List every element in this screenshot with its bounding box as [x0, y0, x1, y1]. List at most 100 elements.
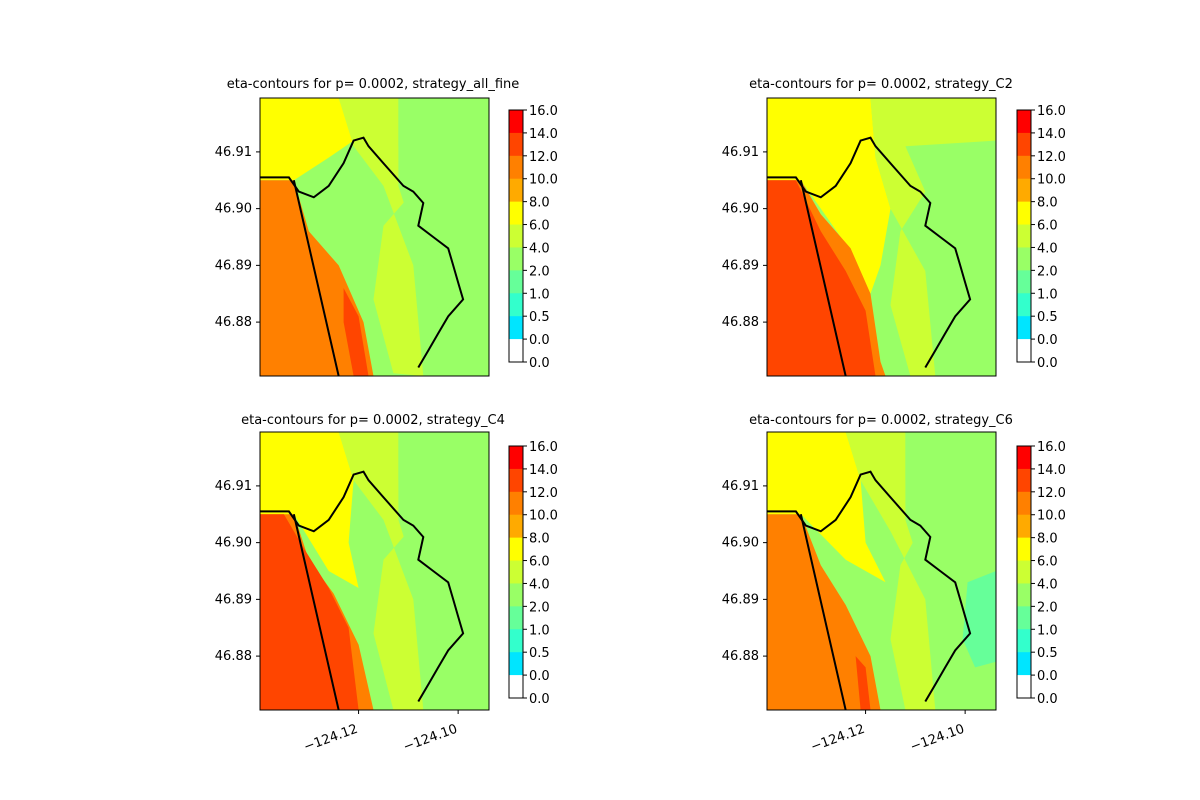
colorbar-swatch [509, 224, 523, 248]
y-tick-label: 46.91 [215, 479, 252, 494]
y-tick-label: 46.90 [215, 202, 252, 217]
y-tick-label: 46.90 [215, 536, 252, 551]
colorbar-label: 16.0 [529, 440, 558, 455]
colorbar-label: 10.0 [1037, 173, 1066, 188]
coastline [767, 136, 972, 369]
contour-region [343, 288, 369, 376]
panel-title: eta-contours for p= 0.0002, strategy_C6 [749, 413, 1013, 428]
contour-area [767, 432, 996, 710]
colorbar-label: 6.0 [1037, 219, 1058, 234]
colorbar-swatch [1017, 537, 1031, 562]
colorbar-label: 6.0 [529, 555, 550, 570]
colorbar-label: 0.5 [1037, 646, 1058, 661]
contour-region [930, 140, 996, 334]
colorbar-swatch [1017, 110, 1031, 134]
colorbar-label: 0.5 [529, 310, 550, 325]
colorbar-swatch [1017, 247, 1031, 271]
colorbar-label: 2.0 [529, 264, 550, 279]
colorbar-label: 4.0 [1037, 241, 1058, 256]
axes-frame [766, 431, 997, 711]
colorbar-swatch [509, 491, 523, 516]
colorbar-label: 4.0 [529, 241, 550, 256]
colorbar-label: 2.0 [529, 600, 550, 615]
y-tick-label: 46.91 [215, 145, 252, 160]
colorbar-label: 4.0 [1037, 577, 1058, 592]
colorbar-label: 0.0 [529, 669, 550, 684]
colorbar-swatch [1017, 446, 1031, 470]
colorbar-label: 0.0 [1037, 333, 1058, 348]
contour-area [260, 98, 489, 376]
colorbar-swatch [1017, 201, 1031, 226]
colorbar-swatch [509, 468, 523, 493]
y-tick-label: 46.89 [722, 592, 759, 607]
channel-line [799, 180, 847, 376]
coastline [260, 136, 465, 369]
colorbar-label: 10.0 [529, 173, 558, 188]
y-tick-label: 46.89 [722, 258, 759, 273]
colorbar-label: 0.5 [1037, 310, 1058, 325]
axes-frame [766, 97, 997, 377]
colorbar-swatch [1017, 629, 1031, 653]
colorbar-label: 1.0 [529, 623, 550, 638]
panel-c2: eta-contours for p= 0.0002, strategy_C2 … [722, 77, 1013, 377]
colorbar-swatch [1017, 316, 1031, 340]
colorbar-label: 0.0 [1037, 692, 1058, 707]
channel-line [292, 180, 340, 376]
colorbar-swatch [509, 514, 523, 539]
colorbar-label: 12.0 [1037, 150, 1066, 165]
colorbar-swatch [509, 178, 523, 203]
panel-title: eta-contours for p= 0.0002, strategy_all… [227, 77, 520, 92]
colorbar-swatch [509, 675, 523, 699]
y-tick-label: 46.89 [215, 258, 252, 273]
colorbar-label: 0.0 [529, 333, 550, 348]
colorbar-label: 6.0 [529, 219, 550, 234]
contour-region [767, 432, 886, 583]
y-tick-label: 46.88 [722, 649, 759, 664]
colorbar-frame [1016, 445, 1032, 699]
contour-area [260, 432, 489, 710]
panel-title: eta-contours for p= 0.0002, strategy_C2 [749, 77, 1013, 92]
colorbar-label: 2.0 [1037, 264, 1058, 279]
colorbar-swatch [1017, 132, 1031, 157]
colorbar-label: 14.0 [1037, 463, 1066, 478]
colorbar-swatch [1017, 583, 1031, 607]
colorbar-swatch [509, 132, 523, 157]
y-tick-label: 46.90 [722, 202, 759, 217]
channel-line [799, 514, 847, 710]
colorbar-label: 0.5 [529, 646, 550, 661]
colorbar-label: 8.0 [1037, 532, 1058, 547]
colorbar-panel-3: 16.0 14.0 12.0 10.0 8.0 6.0 4.0 2.0 1.0 0.5 0.0 0.0 [508, 440, 558, 707]
colorbar-swatch [509, 339, 523, 363]
colorbar-label: 10.0 [529, 509, 558, 524]
y-tick-label: 46.88 [722, 315, 759, 330]
colorbar-label: 16.0 [529, 104, 558, 119]
colorbar-label: 14.0 [1037, 127, 1066, 142]
colorbar-swatch [509, 155, 523, 180]
y-tick-label: 46.89 [215, 592, 252, 607]
colorbar-swatch [509, 110, 523, 134]
colorbar-label: 14.0 [529, 127, 558, 142]
colorbar-swatch [509, 201, 523, 226]
colorbar-swatch [1017, 468, 1031, 493]
colorbar-swatch [509, 537, 523, 562]
colorbar-frame [1016, 109, 1032, 363]
colorbar-label: 12.0 [529, 150, 558, 165]
colorbar-label: 8.0 [529, 196, 550, 211]
colorbar-swatch [509, 560, 523, 584]
colorbar-panel-2: 16.0 14.0 12.0 10.0 8.0 6.0 4.0 2.0 1.0 0.5 0.0 0.0 [1016, 104, 1066, 371]
colorbar-label: 0.0 [529, 356, 550, 371]
colorbar-label: 4.0 [529, 577, 550, 592]
panel-c4: eta-contours for p= 0.0002, strategy_C4 … [215, 413, 505, 755]
colorbar-panel-4: 16.0 14.0 12.0 10.0 8.0 6.0 4.0 2.0 1.0 0.5 0.0 0.0 [1016, 440, 1066, 707]
contour-region [767, 98, 891, 294]
contour-area [767, 98, 996, 376]
colorbar-swatch [509, 652, 523, 676]
colorbar-swatch [1017, 560, 1031, 584]
colorbar-swatch [1017, 224, 1031, 248]
y-tick-label: 46.88 [215, 649, 252, 664]
colorbar-frame [508, 445, 524, 699]
contour-region [855, 656, 871, 710]
channel-line [292, 514, 340, 710]
